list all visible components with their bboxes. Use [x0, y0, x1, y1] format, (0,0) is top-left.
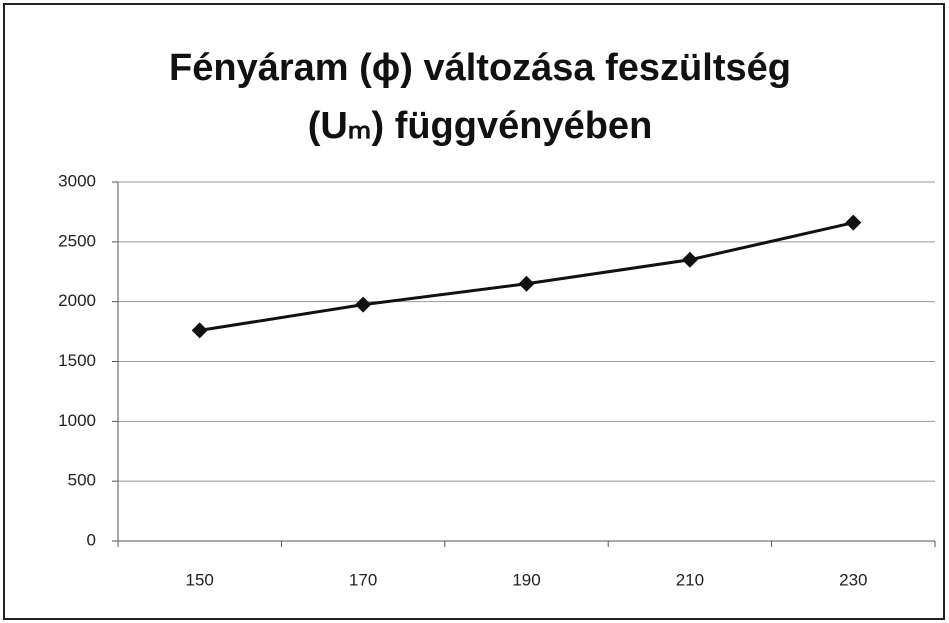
- data-point: [355, 296, 372, 313]
- data-point: [191, 322, 208, 339]
- y-tick-label: 500: [68, 471, 96, 490]
- y-tick-label: 1000: [58, 411, 96, 430]
- x-tick-label: 230: [839, 570, 867, 589]
- data-point: [681, 251, 698, 268]
- x-tick-label: 170: [349, 570, 377, 589]
- y-tick-label: 3000: [58, 171, 96, 190]
- x-tick-label: 150: [186, 570, 214, 589]
- y-tick-label: 1500: [58, 351, 96, 370]
- x-tick-label: 210: [676, 570, 704, 589]
- data-point: [518, 275, 535, 292]
- y-tick-label: 2000: [58, 291, 96, 310]
- x-tick-label: 190: [512, 570, 540, 589]
- y-tick-label: 2500: [58, 231, 96, 250]
- y-tick-label: 0: [87, 530, 96, 549]
- data-point: [845, 214, 862, 231]
- chart-title: Fényáram (ϕ) változása feszültség: [169, 47, 791, 89]
- chart-border: [3, 3, 945, 620]
- chart-title: (Uₘ) függvényében: [308, 105, 653, 147]
